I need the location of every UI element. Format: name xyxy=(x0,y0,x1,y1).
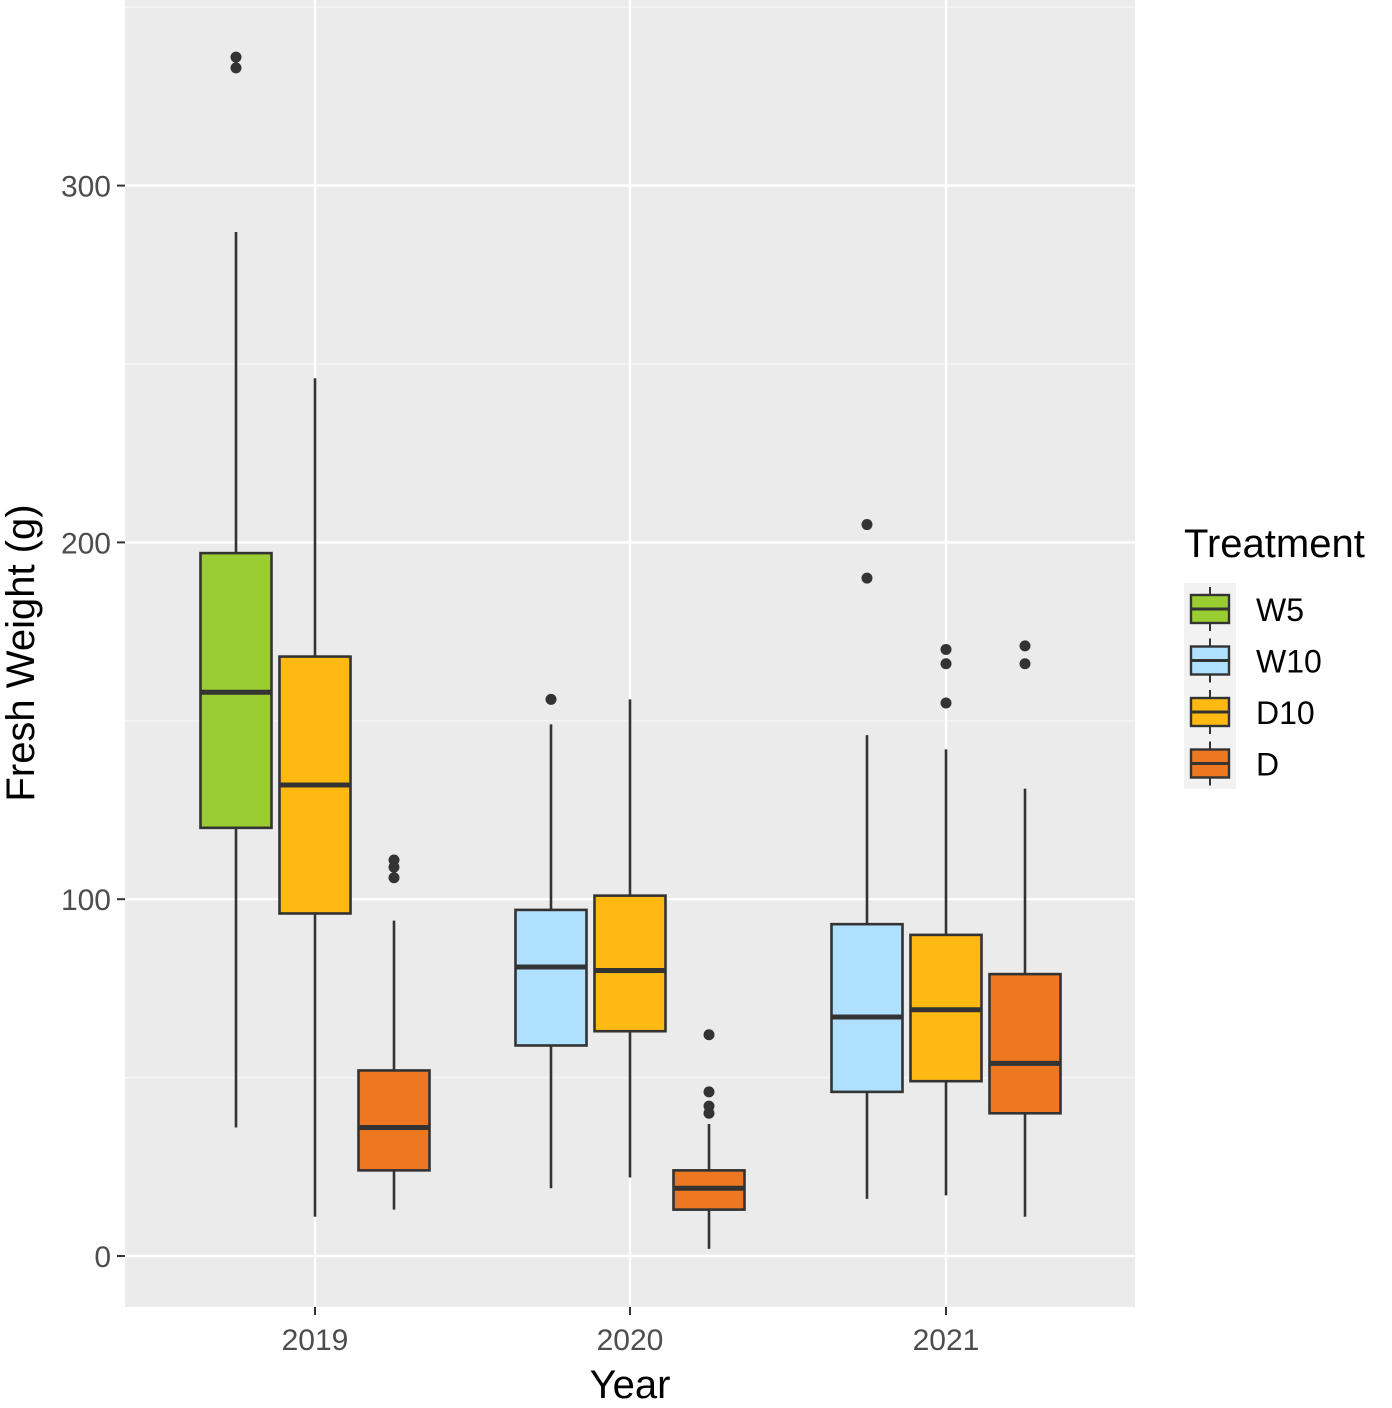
outlier-point xyxy=(861,519,873,531)
legend: Treatment W5 W10 D10 D xyxy=(1184,522,1365,789)
outlier-point xyxy=(1019,658,1031,670)
x-tick-label: 2019 xyxy=(282,1324,349,1357)
outlier-point xyxy=(703,1029,715,1041)
box-2021-W10 xyxy=(830,519,904,1199)
y-tick-label: 200 xyxy=(61,527,111,560)
y-tick-label: 0 xyxy=(94,1241,111,1274)
legend-key-D xyxy=(1189,741,1231,786)
x-axis-title: Year xyxy=(590,1363,671,1407)
outlier-point xyxy=(703,1086,715,1098)
box-2021-D xyxy=(988,640,1062,1217)
box-iqr xyxy=(514,908,588,1047)
y-tick-label: 300 xyxy=(61,171,111,204)
x-axis: 2019 2020 2021 xyxy=(282,1307,980,1357)
outlier-point xyxy=(940,697,952,709)
box-2020-D xyxy=(672,1029,746,1249)
legend-key-W10 xyxy=(1189,638,1231,683)
outlier-point xyxy=(703,1100,715,1112)
legend-label: D10 xyxy=(1256,695,1315,731)
box-2020-W10 xyxy=(514,693,588,1189)
outlier-point xyxy=(545,693,557,705)
legend-title: Treatment xyxy=(1184,522,1365,566)
box-iqr xyxy=(988,972,1062,1115)
outlier-point xyxy=(230,62,242,74)
y-axis-title: Fresh Weight (g) xyxy=(0,504,43,801)
outlier-point xyxy=(861,572,873,584)
outlier-point xyxy=(230,51,242,63)
legend-label: W5 xyxy=(1256,592,1304,628)
outlier-point xyxy=(388,872,400,884)
box-iqr xyxy=(357,1069,431,1172)
x-tick-label: 2021 xyxy=(913,1324,980,1357)
legend-key-D10 xyxy=(1189,690,1231,734)
box-2019-D xyxy=(357,854,431,1210)
box-2019-D10 xyxy=(278,378,352,1217)
box-2020-D10 xyxy=(593,699,667,1178)
box-2019-W5 xyxy=(199,51,273,1128)
outlier-point xyxy=(940,643,952,655)
outlier-point xyxy=(940,658,952,670)
legend-key-W5 xyxy=(1189,587,1231,631)
legend-label: W10 xyxy=(1256,644,1322,680)
legend-label: D xyxy=(1256,747,1279,783)
box-2021-D10 xyxy=(909,643,983,1196)
y-tick-label: 100 xyxy=(61,884,111,917)
box-iqr xyxy=(593,894,667,1033)
outlier-point xyxy=(388,854,400,866)
y-axis: 0 100 200 300 xyxy=(61,171,125,1274)
outlier-point xyxy=(1019,640,1031,652)
boxes xyxy=(199,51,1062,1249)
x-tick-label: 2020 xyxy=(597,1324,664,1357)
box-iqr xyxy=(830,922,904,1094)
